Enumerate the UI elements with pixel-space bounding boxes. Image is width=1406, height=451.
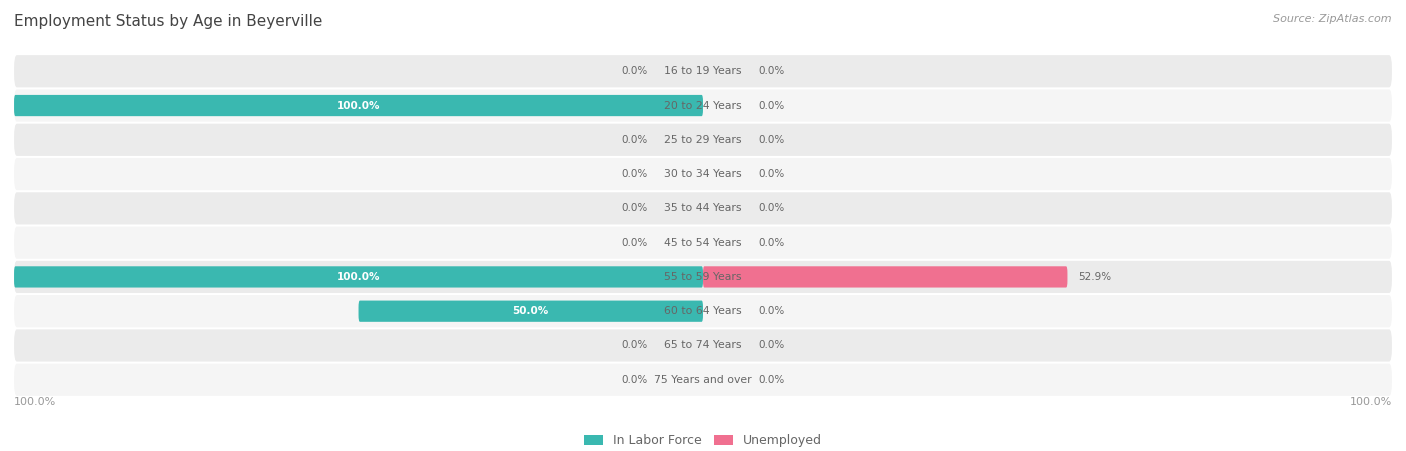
Text: 0.0%: 0.0% bbox=[758, 375, 785, 385]
FancyBboxPatch shape bbox=[14, 295, 1392, 327]
FancyBboxPatch shape bbox=[14, 364, 1392, 396]
FancyBboxPatch shape bbox=[14, 261, 1392, 293]
Text: 0.0%: 0.0% bbox=[621, 169, 648, 179]
Text: Source: ZipAtlas.com: Source: ZipAtlas.com bbox=[1274, 14, 1392, 23]
FancyBboxPatch shape bbox=[14, 89, 1392, 122]
Text: 52.9%: 52.9% bbox=[1078, 272, 1111, 282]
FancyBboxPatch shape bbox=[14, 192, 1392, 225]
Text: 0.0%: 0.0% bbox=[621, 341, 648, 350]
Text: 0.0%: 0.0% bbox=[758, 135, 785, 145]
Text: 100.0%: 100.0% bbox=[337, 272, 380, 282]
FancyBboxPatch shape bbox=[14, 329, 1392, 362]
FancyBboxPatch shape bbox=[14, 266, 703, 288]
Text: Employment Status by Age in Beyerville: Employment Status by Age in Beyerville bbox=[14, 14, 322, 28]
Text: 65 to 74 Years: 65 to 74 Years bbox=[664, 341, 742, 350]
Text: 16 to 19 Years: 16 to 19 Years bbox=[664, 66, 742, 76]
Text: 25 to 29 Years: 25 to 29 Years bbox=[664, 135, 742, 145]
FancyBboxPatch shape bbox=[14, 158, 1392, 190]
Text: 20 to 24 Years: 20 to 24 Years bbox=[664, 101, 742, 110]
Text: 0.0%: 0.0% bbox=[621, 135, 648, 145]
Legend: In Labor Force, Unemployed: In Labor Force, Unemployed bbox=[579, 429, 827, 451]
FancyBboxPatch shape bbox=[14, 95, 703, 116]
Text: 100.0%: 100.0% bbox=[337, 101, 380, 110]
Text: 55 to 59 Years: 55 to 59 Years bbox=[664, 272, 742, 282]
Text: 0.0%: 0.0% bbox=[758, 341, 785, 350]
Text: 60 to 64 Years: 60 to 64 Years bbox=[664, 306, 742, 316]
FancyBboxPatch shape bbox=[14, 124, 1392, 156]
Text: 0.0%: 0.0% bbox=[621, 238, 648, 248]
Text: 100.0%: 100.0% bbox=[14, 397, 56, 407]
Text: 50.0%: 50.0% bbox=[513, 306, 548, 316]
Text: 30 to 34 Years: 30 to 34 Years bbox=[664, 169, 742, 179]
FancyBboxPatch shape bbox=[703, 266, 1067, 288]
Text: 75 Years and over: 75 Years and over bbox=[654, 375, 752, 385]
FancyBboxPatch shape bbox=[359, 300, 703, 322]
Text: 0.0%: 0.0% bbox=[621, 375, 648, 385]
Text: 0.0%: 0.0% bbox=[758, 66, 785, 76]
Text: 0.0%: 0.0% bbox=[758, 169, 785, 179]
Text: 0.0%: 0.0% bbox=[621, 66, 648, 76]
FancyBboxPatch shape bbox=[14, 226, 1392, 259]
Text: 0.0%: 0.0% bbox=[621, 203, 648, 213]
Text: 35 to 44 Years: 35 to 44 Years bbox=[664, 203, 742, 213]
Text: 0.0%: 0.0% bbox=[758, 238, 785, 248]
Text: 0.0%: 0.0% bbox=[758, 101, 785, 110]
Text: 0.0%: 0.0% bbox=[758, 203, 785, 213]
Text: 0.0%: 0.0% bbox=[758, 306, 785, 316]
Text: 45 to 54 Years: 45 to 54 Years bbox=[664, 238, 742, 248]
Text: 100.0%: 100.0% bbox=[1350, 397, 1392, 407]
FancyBboxPatch shape bbox=[14, 55, 1392, 87]
